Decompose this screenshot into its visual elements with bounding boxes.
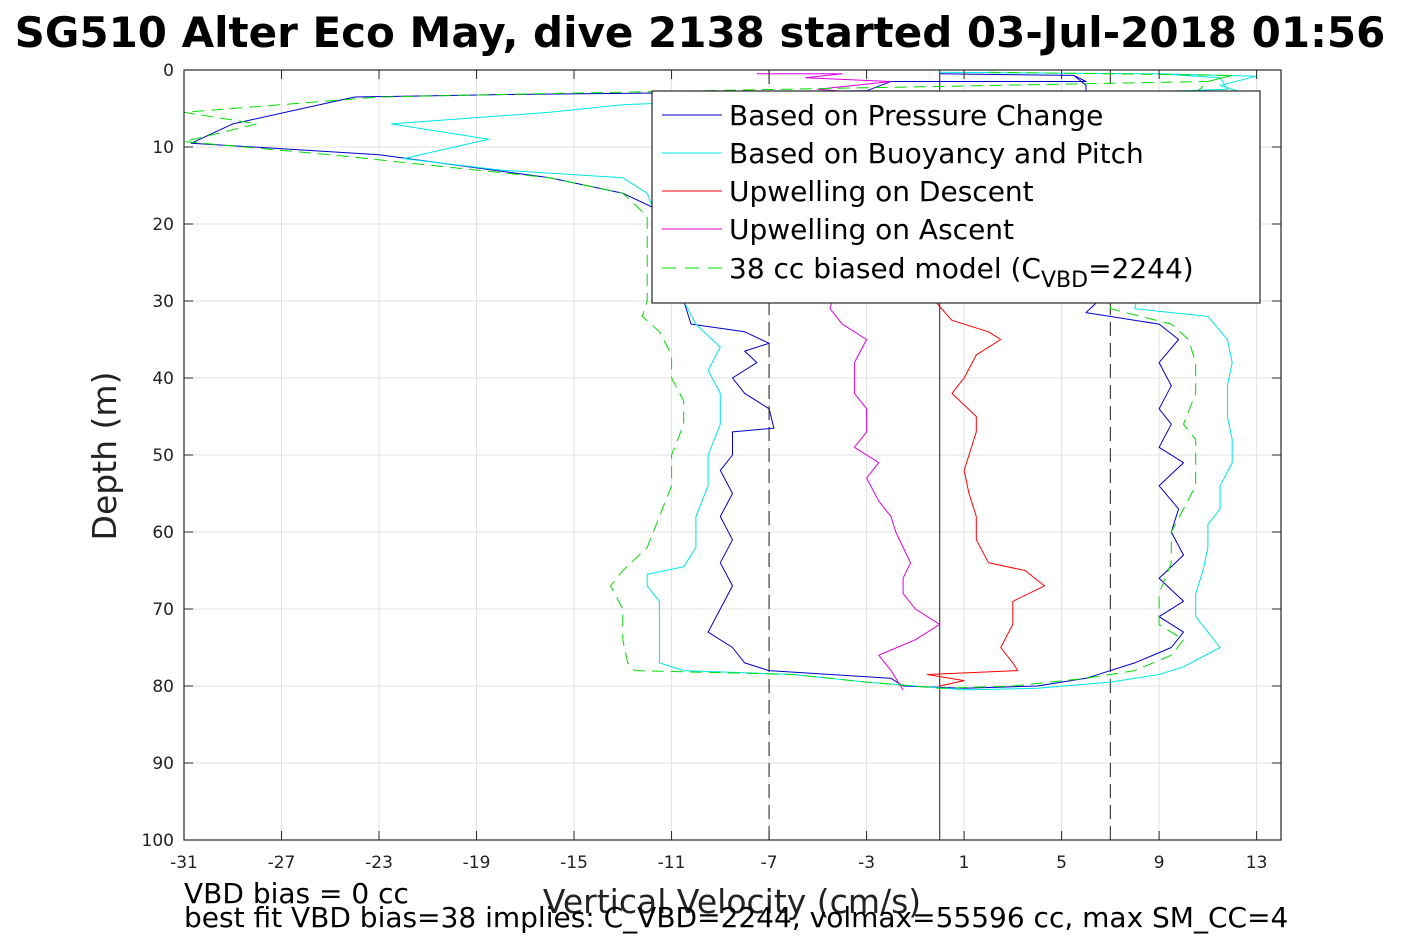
y-tick-label-8: 80 [152, 677, 174, 697]
y-tick-label-6: 60 [152, 523, 174, 543]
y-tick-label-1: 10 [152, 138, 174, 158]
legend-entry-pressure-change: Based on Pressure Change [729, 99, 1103, 132]
chart-title: SG510 Alter Eco May, dive 2138 started 0… [15, 8, 1386, 57]
series-lines [183, 71, 1258, 691]
y-tick-label-0: 0 [163, 61, 174, 81]
x-tick-label-11: 13 [1246, 853, 1268, 873]
legend-entry-buoyancy-pitch: Based on Buoyancy and Pitch [729, 137, 1144, 170]
y-tick-label-7: 70 [152, 600, 174, 620]
x-tick-label-8: 1 [959, 853, 970, 873]
y-tick-label-2: 20 [152, 215, 174, 235]
legend-biased-model-prefix: 38 cc biased model (C [729, 252, 1041, 285]
x-tick-label-9: 5 [1056, 853, 1067, 873]
y-tick-label-9: 90 [152, 754, 174, 774]
legend-entry-biased-model: 38 cc biased model (CVBD=2244) [729, 252, 1194, 293]
vbd-bias-note: VBD bias = 0 cc [184, 877, 409, 910]
x-tick-label-4: -15 [560, 853, 588, 873]
series-line-1 [390, 71, 1258, 691]
x-tick-label-2: -23 [365, 853, 393, 873]
legend-swatches [662, 114, 722, 269]
legend: Based on Pressure Change Based on Buoyan… [651, 90, 1261, 304]
x-tick-label-7: -3 [858, 853, 875, 873]
y-tick-label-5: 50 [152, 446, 174, 466]
legend-box [651, 90, 1261, 304]
series-line-4 [183, 71, 1233, 689]
x-tick-label-3: -19 [463, 853, 491, 873]
y-tick-label-10: 100 [142, 831, 174, 851]
x-tick-label-5: -11 [658, 853, 686, 873]
series-line-0 [190, 73, 1184, 689]
legend-entry-upwelling-descent: Upwelling on Descent [729, 175, 1034, 208]
y-tick-label-4: 40 [152, 369, 174, 389]
x-tick-label-10: 9 [1154, 853, 1165, 873]
x-tick-label-6: -7 [761, 853, 778, 873]
x-axis-label: Vertical Velocity (cm/s) [543, 882, 921, 921]
legend-biased-model-suffix: =2244) [1088, 252, 1194, 285]
x-tick-label-0: -31 [170, 853, 198, 873]
y-axis-label: Depth (m) [85, 372, 124, 541]
legend-entry-upwelling-ascent: Upwelling on Ascent [729, 213, 1014, 246]
best-fit-note: best fit VBD bias=38 implies: C_VBD=2244… [184, 901, 1288, 934]
legend-biased-model-subscript: VBD [1041, 268, 1088, 293]
y-tick-label-3: 30 [152, 292, 174, 312]
x-tick-label-1: -27 [268, 853, 296, 873]
axis-ticks: -31 -27 -23 -19 -15 -11 -7 -3 1 5 9 130102030405060… [142, 61, 1281, 873]
